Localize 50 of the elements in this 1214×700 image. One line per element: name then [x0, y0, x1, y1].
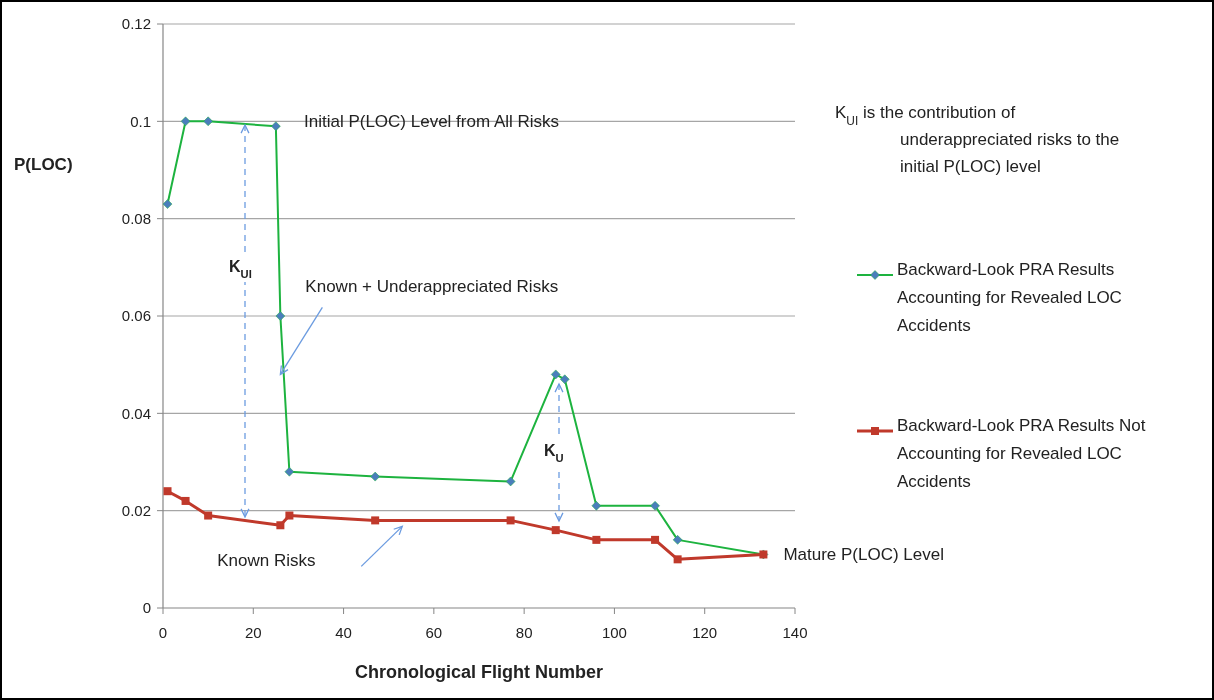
point — [591, 501, 602, 511]
point — [551, 526, 560, 535]
y-tick-label: 0.02 — [121, 501, 151, 519]
point — [163, 487, 172, 496]
point — [673, 555, 682, 564]
x-tick-label: 40 — [335, 624, 352, 641]
y-tick-label: 0.08 — [121, 209, 151, 227]
point — [371, 516, 380, 525]
y-tick-label: 0.06 — [121, 307, 151, 325]
point — [203, 116, 213, 127]
y-tick-label: 0.04 — [121, 404, 151, 422]
point — [181, 496, 190, 505]
annotation: K$_{U}$ — [544, 442, 564, 464]
y-tick-label: 0.12 — [121, 15, 151, 33]
point — [505, 476, 516, 487]
annotation: Known Risks — [217, 551, 316, 571]
x-tick-label: 60 — [425, 624, 443, 641]
point — [271, 121, 281, 131]
x-tick-label: 0 — [158, 624, 168, 641]
annotation: K$_{UI}$ — [229, 258, 252, 280]
annotation: Known + Underappreciated Risks — [305, 277, 559, 297]
point — [672, 535, 683, 545]
point — [275, 311, 286, 321]
point — [506, 516, 515, 525]
point — [276, 521, 285, 530]
x-axis-title: Chronological Flight Number — [355, 662, 603, 682]
legend-label: Backward-Look PRA Results Accounting for Revealed LOC Accidents — [897, 260, 1122, 335]
y-tick-label: 0.1 — [130, 112, 151, 130]
x-tick-label: 80 — [515, 624, 533, 641]
point — [180, 116, 191, 127]
point — [550, 369, 561, 380]
point — [204, 511, 213, 520]
x-tick-label: 20 — [244, 624, 262, 641]
point — [284, 466, 295, 477]
legend-label: Backward-Look PRA Results Not Accounting for Revealed LOC Accidents — [897, 416, 1146, 491]
point — [560, 374, 570, 385]
y-tick-label: 0 — [142, 599, 151, 617]
point — [650, 501, 660, 511]
point — [162, 199, 173, 209]
text: K$_{UI}$ is the contribution of underappreciated risks to the initial P(LOC) level — [835, 103, 1120, 176]
annotation: Mature P(LOC) Level — [783, 545, 945, 565]
x-tick-label: 140 — [782, 624, 808, 641]
y-axis-title: P(LOC) — [14, 155, 73, 174]
point — [370, 471, 380, 482]
x-tick-label: 120 — [692, 624, 718, 641]
annotation: Initial P(LOC) Level from All Risks — [304, 112, 560, 132]
point — [285, 511, 294, 520]
point — [651, 535, 660, 544]
x-tick-label: 100 — [601, 624, 627, 641]
point — [592, 535, 601, 544]
